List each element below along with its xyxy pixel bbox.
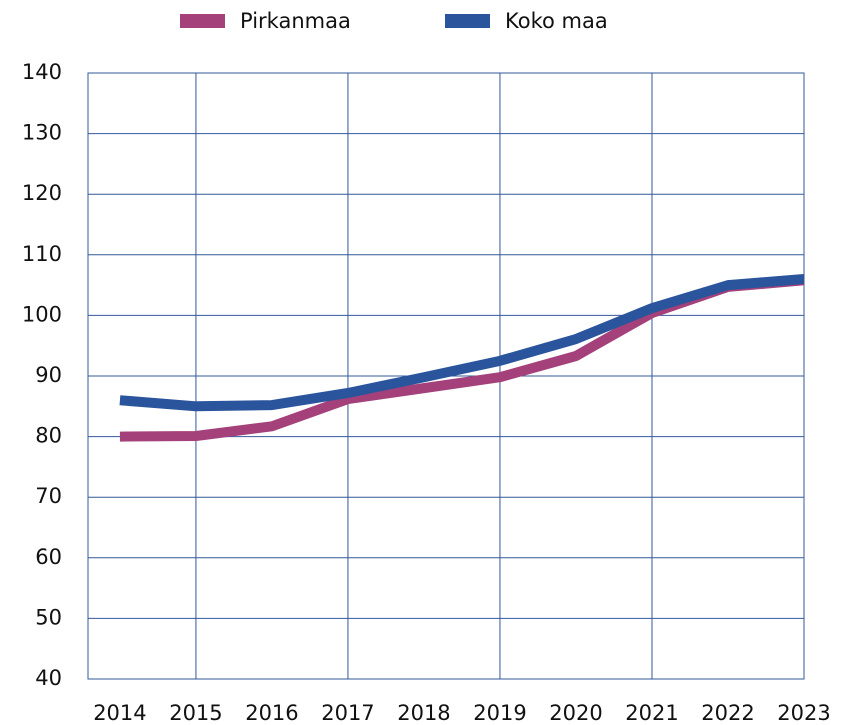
x-tick-label: 2016 — [245, 701, 298, 725]
y-tick-label: 90 — [35, 363, 62, 387]
y-tick-label: 40 — [35, 666, 62, 690]
y-tick-label: 70 — [35, 484, 62, 508]
line — [119, 275, 805, 442]
y-tick-label: 140 — [22, 60, 62, 84]
y-tick-label: 130 — [22, 121, 62, 145]
x-tick-label: 2023 — [777, 701, 830, 725]
y-tick-label: 110 — [22, 242, 62, 266]
x-tick-label: 2022 — [701, 701, 754, 725]
y-tick-label: 100 — [22, 302, 62, 326]
x-tick-label: 2017 — [321, 701, 374, 725]
legend-swatch — [445, 14, 490, 28]
y-tick-label: 80 — [35, 424, 62, 448]
legend-label: Pirkanmaa — [240, 9, 351, 33]
x-tick-label: 2014 — [93, 701, 146, 725]
x-tick-label: 2020 — [549, 701, 602, 725]
legend-swatch — [180, 14, 225, 28]
y-tick-label: 60 — [35, 545, 62, 569]
y-tick-label: 120 — [22, 181, 62, 205]
x-tick-label: 2018 — [397, 701, 450, 725]
x-tick-label: 2021 — [625, 701, 678, 725]
legend-label: Koko maa — [505, 9, 608, 33]
line — [119, 274, 805, 412]
y-tick-label: 50 — [35, 605, 62, 629]
x-tick-label: 2015 — [169, 701, 222, 725]
x-tick-label: 2019 — [473, 701, 526, 725]
